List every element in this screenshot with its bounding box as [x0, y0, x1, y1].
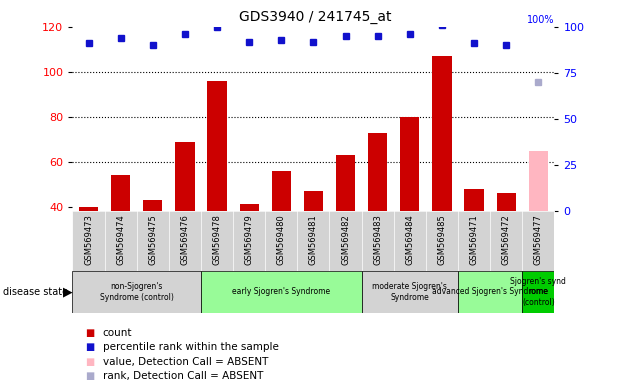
Text: percentile rank within the sample: percentile rank within the sample — [103, 342, 278, 352]
Text: GSM569479: GSM569479 — [244, 214, 254, 265]
Text: ▶: ▶ — [63, 285, 73, 298]
Text: 100%: 100% — [527, 15, 554, 25]
Text: ■: ■ — [85, 342, 94, 352]
Bar — [201, 271, 362, 313]
Text: GSM569475: GSM569475 — [148, 214, 158, 265]
Bar — [79, 207, 98, 211]
Bar — [464, 189, 484, 211]
Text: ■: ■ — [85, 357, 94, 367]
Bar — [529, 151, 548, 211]
Bar — [111, 175, 130, 211]
Bar — [496, 193, 516, 211]
Text: GSM569478: GSM569478 — [212, 214, 222, 265]
Bar — [432, 56, 452, 211]
Text: value, Detection Call = ABSENT: value, Detection Call = ABSENT — [103, 357, 268, 367]
Bar — [175, 142, 195, 211]
Text: early Sjogren's Syndrome: early Sjogren's Syndrome — [232, 287, 330, 296]
Text: count: count — [103, 328, 132, 338]
Bar — [368, 132, 387, 211]
Text: GSM569483: GSM569483 — [373, 214, 382, 265]
Text: GSM569481: GSM569481 — [309, 214, 318, 265]
Text: GSM569473: GSM569473 — [84, 214, 93, 265]
Text: advanced Sjogren's Syndrome: advanced Sjogren's Syndrome — [432, 287, 548, 296]
Bar — [458, 271, 522, 313]
Text: GSM569474: GSM569474 — [116, 214, 125, 265]
Bar — [239, 204, 259, 211]
Text: GDS3940 / 241745_at: GDS3940 / 241745_at — [239, 10, 391, 23]
Text: GSM569477: GSM569477 — [534, 214, 543, 265]
Bar — [336, 155, 355, 211]
Text: GSM569482: GSM569482 — [341, 214, 350, 265]
Text: GSM569485: GSM569485 — [437, 214, 447, 265]
Text: GSM569472: GSM569472 — [501, 214, 511, 265]
Bar — [362, 271, 458, 313]
Bar — [400, 117, 420, 211]
Bar — [207, 81, 227, 211]
Text: Sjogren's synd
rome
(control): Sjogren's synd rome (control) — [510, 277, 566, 307]
Bar — [72, 271, 201, 313]
Text: non-Sjogren's
Syndrome (control): non-Sjogren's Syndrome (control) — [100, 282, 174, 301]
Text: moderate Sjogren's
Syndrome: moderate Sjogren's Syndrome — [372, 282, 447, 301]
Text: disease state: disease state — [3, 287, 68, 297]
Text: GSM569480: GSM569480 — [277, 214, 286, 265]
Text: ■: ■ — [85, 371, 94, 381]
Text: rank, Detection Call = ABSENT: rank, Detection Call = ABSENT — [103, 371, 263, 381]
Text: GSM569476: GSM569476 — [180, 214, 190, 265]
Text: GSM569484: GSM569484 — [405, 214, 415, 265]
Bar — [272, 171, 291, 211]
Bar — [522, 271, 554, 313]
Bar — [143, 200, 163, 211]
Text: GSM569471: GSM569471 — [469, 214, 479, 265]
Bar — [304, 191, 323, 211]
Text: ■: ■ — [85, 328, 94, 338]
